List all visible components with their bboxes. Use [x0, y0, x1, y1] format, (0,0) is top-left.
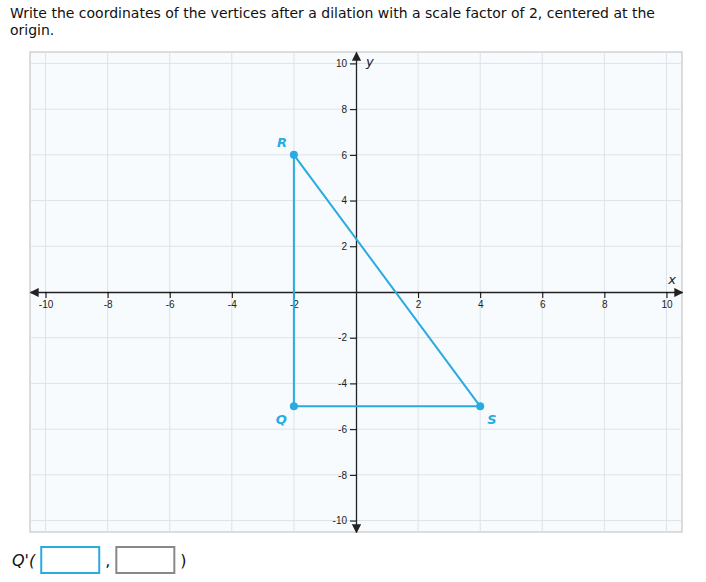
x-tick-mark: [232, 292, 233, 298]
answer-text: ): [180, 551, 186, 570]
x-tick-label: 4: [478, 299, 484, 310]
y-tick: 4: [341, 195, 356, 206]
y-tick-label: 8: [341, 104, 347, 115]
grid: [30, 52, 682, 532]
answer-row: Q'(,): [12, 547, 187, 573]
x-tick: -8: [104, 292, 113, 310]
x-tick: 2: [416, 292, 422, 310]
plot-frame: [30, 52, 682, 532]
y-tick: 6: [341, 150, 356, 161]
x-tick-label: 2: [416, 299, 422, 310]
x-tick: 8: [602, 292, 608, 310]
y-tick-mark: [350, 383, 356, 384]
y-tick: -2: [338, 332, 356, 343]
x-tick-mark: [170, 292, 171, 298]
answer-text: Q'(: [12, 551, 36, 570]
vertex-label: R: [277, 135, 287, 150]
x-tick-label: -10: [39, 299, 54, 310]
y-tick-label: -6: [338, 424, 347, 435]
y-tick-label: 10: [336, 58, 348, 69]
title: Write the coordinates of the vertices af…: [10, 5, 655, 38]
x-tick-mark: [108, 292, 109, 298]
x-tick-label: -8: [104, 299, 113, 310]
y-tick: -4: [338, 378, 356, 389]
x-tick-mark: [418, 292, 419, 298]
triangle: [294, 155, 480, 406]
answer-box[interactable]: [116, 547, 174, 573]
x-axis-label: x: [667, 272, 676, 287]
vertex: [290, 402, 298, 410]
x-tick: -6: [166, 292, 175, 310]
y-tick-label: -8: [338, 470, 347, 481]
x-tick: -10: [39, 292, 54, 310]
vertex-labels: R Q S: [276, 135, 497, 427]
x-tick: 4: [478, 292, 484, 310]
chart: Write the coordinates of the vertices af…: [0, 0, 706, 582]
x-tick: 10: [661, 292, 673, 310]
plot: -10-8-6-4-2246810-10-8-6-4-2246810xyRQS: [30, 52, 683, 533]
x-tick-mark: [666, 292, 667, 298]
y-tick-label: 6: [341, 150, 347, 161]
title-line: Write the coordinates of the vertices af…: [10, 5, 655, 21]
x-tick-mark: [480, 292, 481, 298]
y-axis-line: [356, 53, 357, 533]
y-tick-mark: [350, 246, 356, 247]
y-tick-mark: [350, 109, 356, 110]
y-tick: -10: [333, 515, 356, 526]
vertex-label: S: [487, 412, 496, 427]
x-tick-mark: [542, 292, 543, 298]
y-tick-label: -10: [333, 515, 348, 526]
y-tick-mark: [350, 521, 356, 522]
vertex-label: Q: [276, 412, 287, 427]
x-tick: -4: [228, 292, 237, 310]
y-tick-mark: [350, 338, 356, 339]
y-tick: -8: [338, 470, 356, 481]
y-tick-label: 2: [341, 241, 347, 252]
y-axis-label: y: [365, 54, 374, 69]
y-tick: -6: [338, 424, 356, 435]
y-axis: -10 -8 -6 -4 -2 2 4 6 8 10: [333, 53, 357, 533]
y-tick-mark: [350, 429, 356, 430]
y-tick-label: -2: [338, 332, 347, 343]
x-tick-mark: [604, 292, 605, 298]
y-tick-label: -4: [338, 378, 347, 389]
answer-text: ,: [105, 551, 110, 570]
y-tick-mark: [350, 201, 356, 202]
x-tick-mark: [46, 292, 47, 298]
x-tick-label: -4: [228, 299, 237, 310]
y-tick: 8: [341, 104, 356, 115]
vertex: [476, 402, 484, 410]
y-tick: 2: [341, 241, 356, 252]
marks: [290, 151, 484, 410]
y-tick-mark: [350, 475, 356, 476]
x-tick-label: -6: [166, 299, 175, 310]
vertex: [290, 151, 298, 159]
title-line: origin.: [10, 22, 54, 38]
x-tick-label: 6: [540, 299, 546, 310]
y-tick-mark: [350, 63, 356, 64]
x-tick-label: 10: [661, 299, 673, 310]
y-tick: 10: [336, 58, 356, 69]
x-tick-label: 8: [602, 299, 608, 310]
y-tick-label: 4: [341, 195, 347, 206]
answer-box[interactable]: [41, 547, 99, 573]
y-tick-mark: [350, 155, 356, 156]
x-tick: 6: [540, 292, 546, 310]
